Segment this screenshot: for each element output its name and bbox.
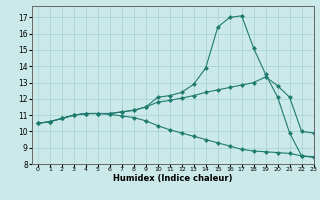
X-axis label: Humidex (Indice chaleur): Humidex (Indice chaleur) <box>113 174 233 183</box>
